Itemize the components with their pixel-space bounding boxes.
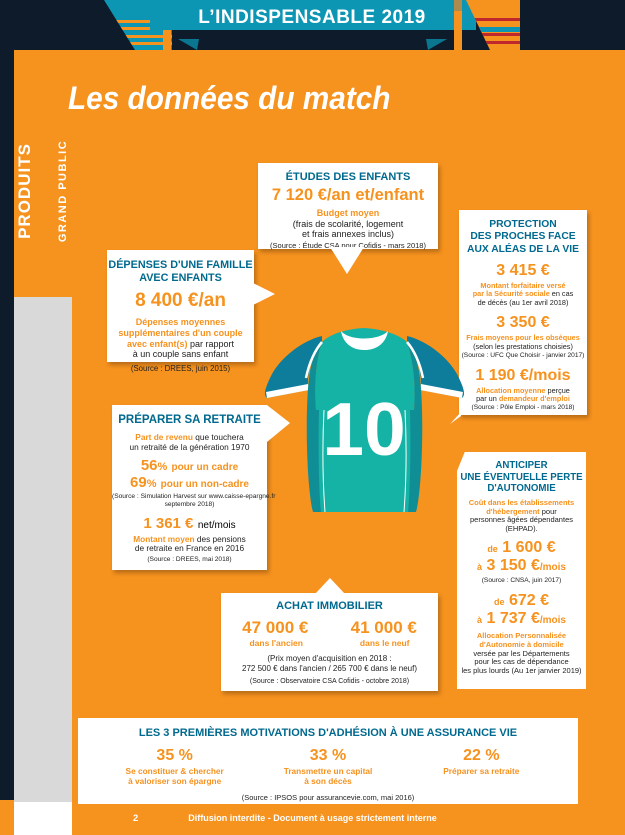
svg-text:10: 10: [322, 387, 405, 471]
svg-text:L’INDISPENSABLE 2019: L’INDISPENSABLE 2019: [198, 7, 426, 28]
